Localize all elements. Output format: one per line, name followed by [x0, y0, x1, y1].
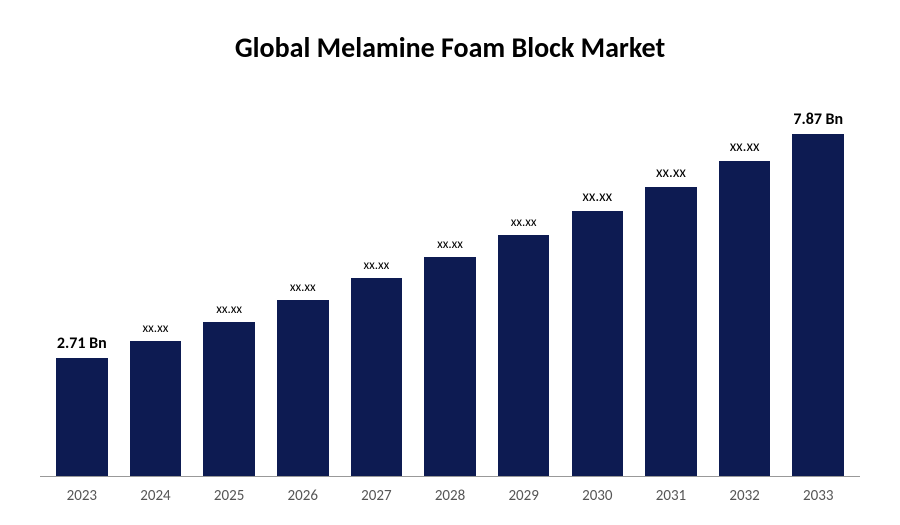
x-axis-label: 2026	[266, 487, 340, 505]
bar-value-label: xx.xx	[730, 138, 760, 156]
bar-wrapper: xx.xx	[413, 85, 487, 476]
x-axis-label: 2029	[487, 487, 561, 505]
x-axis-label: 2033	[781, 487, 855, 505]
bar-value-label: 2.71 Bn	[57, 334, 107, 353]
bar-value-label: xx.xx	[656, 164, 686, 182]
bar	[424, 257, 476, 476]
x-axis-label: 2030	[560, 487, 634, 505]
bar	[792, 134, 844, 476]
bar	[572, 211, 624, 476]
bar-wrapper: xx.xx	[634, 85, 708, 476]
bar	[645, 187, 697, 476]
x-axis-label: 2032	[708, 487, 782, 505]
chart-container: Global Melamine Foam Block Market 2.71 B…	[0, 0, 900, 525]
bar-wrapper: xx.xx	[340, 85, 414, 476]
bar-wrapper: xx.xx	[119, 85, 193, 476]
bar-wrapper: xx.xx	[487, 85, 561, 476]
chart-title: Global Melamine Foam Block Market	[40, 30, 860, 65]
x-axis-label: 2024	[119, 487, 193, 505]
bar-value-label: xx.xx	[511, 215, 537, 230]
bar-value-label: xx.xx	[437, 237, 463, 252]
x-axis-label: 2031	[634, 487, 708, 505]
x-axis-label: 2025	[192, 487, 266, 505]
bar	[203, 322, 255, 476]
bar-value-label: 7.87 Bn	[793, 110, 843, 129]
x-axis-label: 2028	[413, 487, 487, 505]
bar-wrapper: xx.xx	[560, 85, 634, 476]
bar-wrapper: 2.71 Bn	[45, 85, 119, 476]
bar-wrapper: xx.xx	[192, 85, 266, 476]
bar-value-label: xx.xx	[363, 258, 389, 273]
bar	[351, 278, 403, 476]
x-axis-label: 2023	[45, 487, 119, 505]
bars-container: 2.71 Bn xx.xx xx.xx xx.xx xx.xx xx.xx xx.xx xx.…	[40, 85, 860, 477]
bar	[130, 341, 182, 476]
bar-value-label: xx.xx	[216, 302, 242, 317]
bar-wrapper: xx.xx	[266, 85, 340, 476]
bar-wrapper: xx.xx	[708, 85, 782, 476]
bar-value-label: xx.xx	[582, 188, 612, 206]
bar	[719, 161, 771, 476]
bar-wrapper: 7.87 Bn	[781, 85, 855, 476]
x-axis: 2023202420252026202720282029203020312032…	[40, 477, 860, 505]
x-axis-label: 2027	[340, 487, 414, 505]
bar-value-label: xx.xx	[143, 321, 169, 336]
bar	[277, 300, 329, 476]
chart-area: 2.71 Bn xx.xx xx.xx xx.xx xx.xx xx.xx xx.xx xx.…	[40, 85, 860, 505]
bar-value-label: xx.xx	[290, 280, 316, 295]
bar	[56, 358, 108, 476]
bar	[498, 235, 550, 476]
